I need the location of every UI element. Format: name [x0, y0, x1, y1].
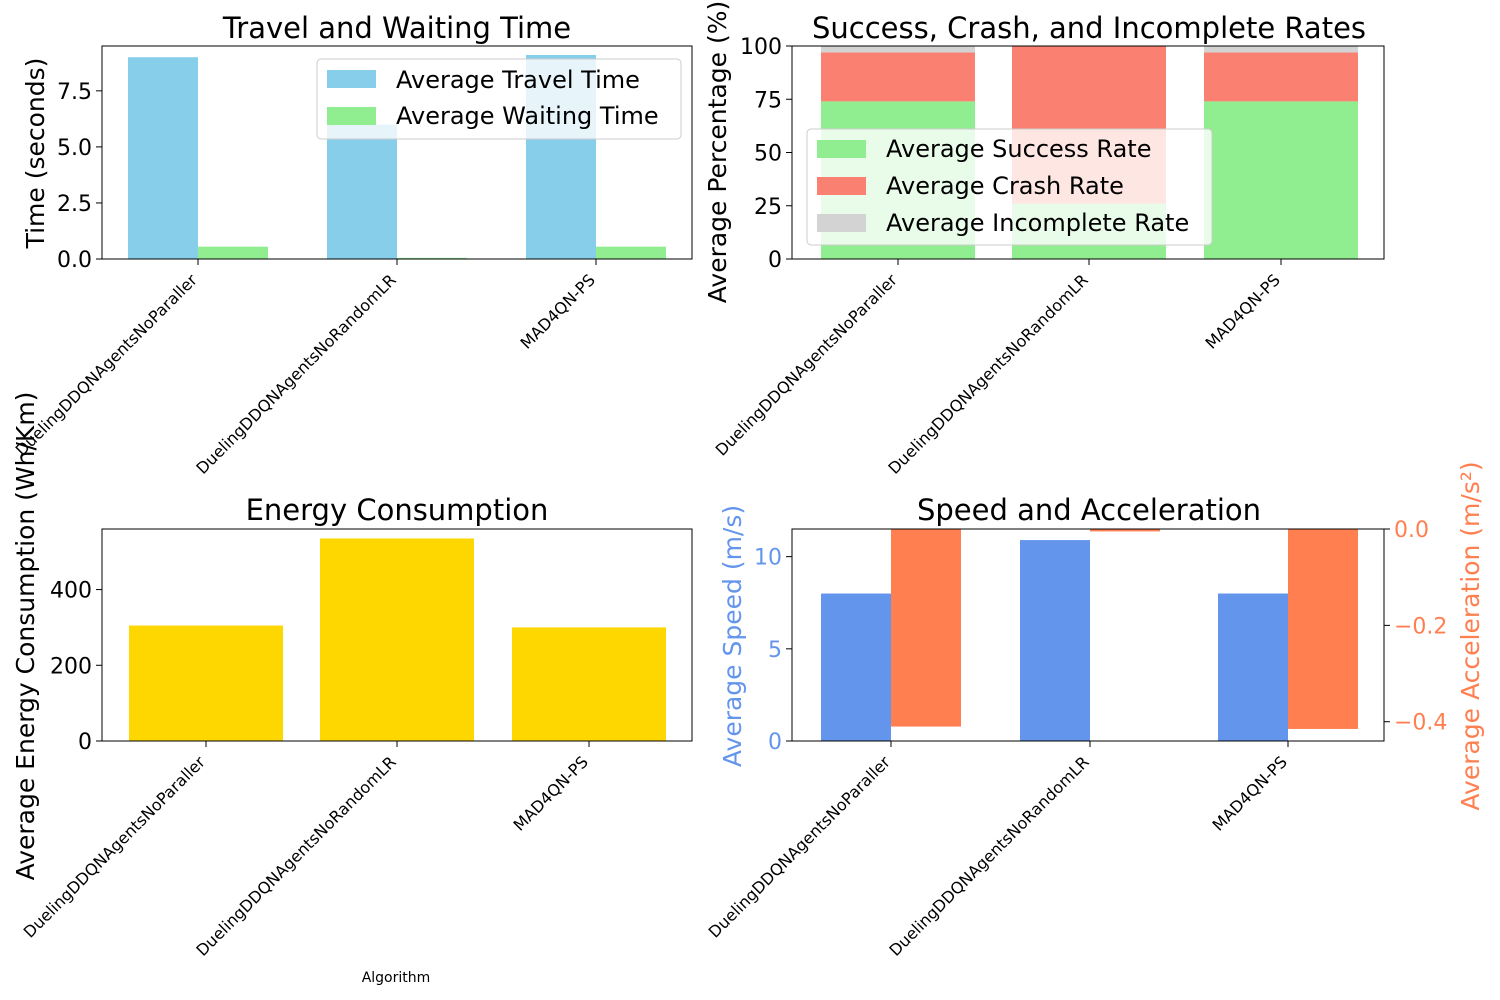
x-tick-label: DuelingDDQNAgentsNoRandomLR — [884, 270, 1091, 477]
y-tick-label: 100 — [740, 35, 782, 60]
energy-bar — [320, 538, 474, 741]
y-tick-label: 0.0 — [1394, 518, 1429, 543]
legend-label: Average Waiting Time — [396, 102, 659, 130]
y-tick-label: 25 — [754, 195, 782, 220]
waiting-time-bar — [596, 246, 666, 259]
legend: Average Success Rate Average Crash Rate … — [806, 128, 1213, 246]
x-tick-label: MAD4QN-PS — [1209, 752, 1291, 834]
y-tick-label: 0 — [78, 730, 92, 755]
crash-rate-bar — [821, 52, 975, 102]
y-tick-label: 5.0 — [57, 136, 92, 161]
y-ticks-left: 0 5 10 — [754, 546, 792, 755]
y-axis-label: Average Percentage (%) — [703, 1, 732, 303]
y-tick-label: 0.0 — [57, 248, 92, 273]
acceleration-bar — [891, 529, 961, 727]
incomplete-rate-bar — [821, 46, 975, 53]
x-tick-label: DuelingDDQNAgentsNoRandomLR — [192, 270, 399, 477]
acceleration-bar — [1288, 529, 1358, 729]
speed-bar — [1020, 540, 1090, 741]
legend-swatch — [327, 107, 376, 125]
rates-chart: Success, Crash, and Incomplete Rates Ave… — [703, 1, 1385, 478]
legend-label: Average Incomplete Rate — [886, 209, 1189, 237]
x-tick-label: DuelingDDQNAgentsNoRandomLR — [192, 752, 399, 959]
y-ticks-right: 0.0 −0.2 −0.4 — [1384, 518, 1447, 736]
x-tick-label: DuelingDDQNAgentsNoParaller — [12, 270, 202, 460]
legend-label: Average Crash Rate — [886, 172, 1124, 200]
x-ticks: DuelingDDQNAgentsNoParallerDuelingDDQNAg… — [20, 741, 592, 960]
x-tick-label: MAD4QN-PS — [510, 752, 592, 834]
legend-box — [316, 58, 682, 140]
legend-box — [806, 128, 1213, 246]
plot-frame — [101, 45, 693, 260]
plot-frame — [791, 45, 1385, 260]
y-tick-label: 50 — [754, 142, 782, 167]
legend-swatch — [817, 140, 866, 158]
y-tick-label: 0 — [768, 730, 782, 755]
y-tick-label: 5 — [768, 638, 782, 663]
x-tick-label: MAD4QN-PS — [1202, 270, 1284, 352]
y-tick-label: 75 — [754, 88, 782, 113]
incomplete-rate-bar — [1204, 46, 1358, 53]
chart-title: Speed and Acceleration — [917, 493, 1261, 527]
y-tick-label: 10 — [754, 546, 782, 571]
chart-title: Success, Crash, and Incomplete Rates — [812, 11, 1366, 45]
speed-bar — [1218, 593, 1288, 741]
crash-rate-bar — [1204, 52, 1358, 102]
acceleration-bar — [1090, 529, 1160, 532]
y-axis-label: Average Energy Consumption (Wh/Km) — [11, 392, 40, 881]
chart-title: Energy Consumption — [246, 493, 549, 527]
y-tick-label: 0 — [768, 248, 782, 273]
y-axis-label-right: Average Acceleration (m/s²) — [1456, 461, 1485, 810]
x-tick-label: MAD4QN-PS — [517, 270, 599, 352]
speed-acceleration-chart: Speed and Acceleration Average Speed (m/… — [705, 461, 1485, 959]
y-tick-label: 200 — [50, 654, 92, 679]
travel-waiting-chart: Travel and Waiting Time Time (seconds) 0… — [12, 11, 693, 478]
legend-swatch — [817, 214, 866, 232]
legend: Average Travel Time Average Waiting Time — [316, 58, 682, 140]
waiting-time-bar — [198, 246, 268, 259]
y-tick-label: −0.2 — [1394, 614, 1447, 639]
energy-chart: Energy Consumption Average Energy Consum… — [11, 392, 693, 986]
bars — [821, 529, 1358, 741]
travel-time-bar — [128, 57, 198, 259]
y-tick-label: 400 — [50, 579, 92, 604]
x-ticks: DuelingDDQNAgentsNoParallerDuelingDDQNAg… — [712, 259, 1284, 478]
y-axis-label-left: Average Speed (m/s) — [718, 505, 747, 767]
waiting-time-bar — [397, 257, 467, 259]
y-ticks: 0 200 400 — [50, 579, 102, 755]
plot-frame — [791, 528, 1385, 742]
y-tick-label: 2.5 — [57, 192, 92, 217]
y-tick-label: 7.5 — [57, 80, 92, 105]
x-tick-label: DuelingDDQNAgentsNoParaller — [712, 270, 902, 460]
bars — [129, 538, 666, 741]
y-tick-label: −0.4 — [1394, 711, 1447, 736]
legend-label: Average Travel Time — [396, 66, 640, 94]
x-ticks: DuelingDDQNAgentsNoParallerDuelingDDQNAg… — [705, 741, 1291, 960]
x-tick-label: DuelingDDQNAgentsNoParaller — [20, 752, 210, 942]
x-tick-label: DuelingDDQNAgentsNoRandomLR — [885, 752, 1092, 959]
x-axis-label: Algorithm — [362, 970, 431, 986]
legend-label: Average Success Rate — [886, 135, 1151, 163]
y-axis-label: Time (seconds) — [21, 58, 50, 250]
x-ticks: DuelingDDQNAgentsNoParallerDuelingDDQNAg… — [12, 259, 599, 478]
y-ticks: 0.0 2.5 5.0 7.5 — [57, 80, 102, 273]
legend-swatch — [817, 177, 866, 195]
chart-title: Travel and Waiting Time — [222, 11, 571, 45]
plot-frame — [101, 528, 693, 742]
travel-time-bar — [327, 124, 397, 259]
speed-bar — [821, 593, 891, 741]
success-rate-bar — [1204, 101, 1358, 259]
y-ticks: 0 25 50 75 100 — [740, 35, 792, 273]
energy-bar — [512, 627, 666, 741]
legend-swatch — [327, 70, 376, 88]
energy-bar — [129, 625, 283, 741]
x-tick-label: DuelingDDQNAgentsNoParaller — [705, 752, 895, 942]
